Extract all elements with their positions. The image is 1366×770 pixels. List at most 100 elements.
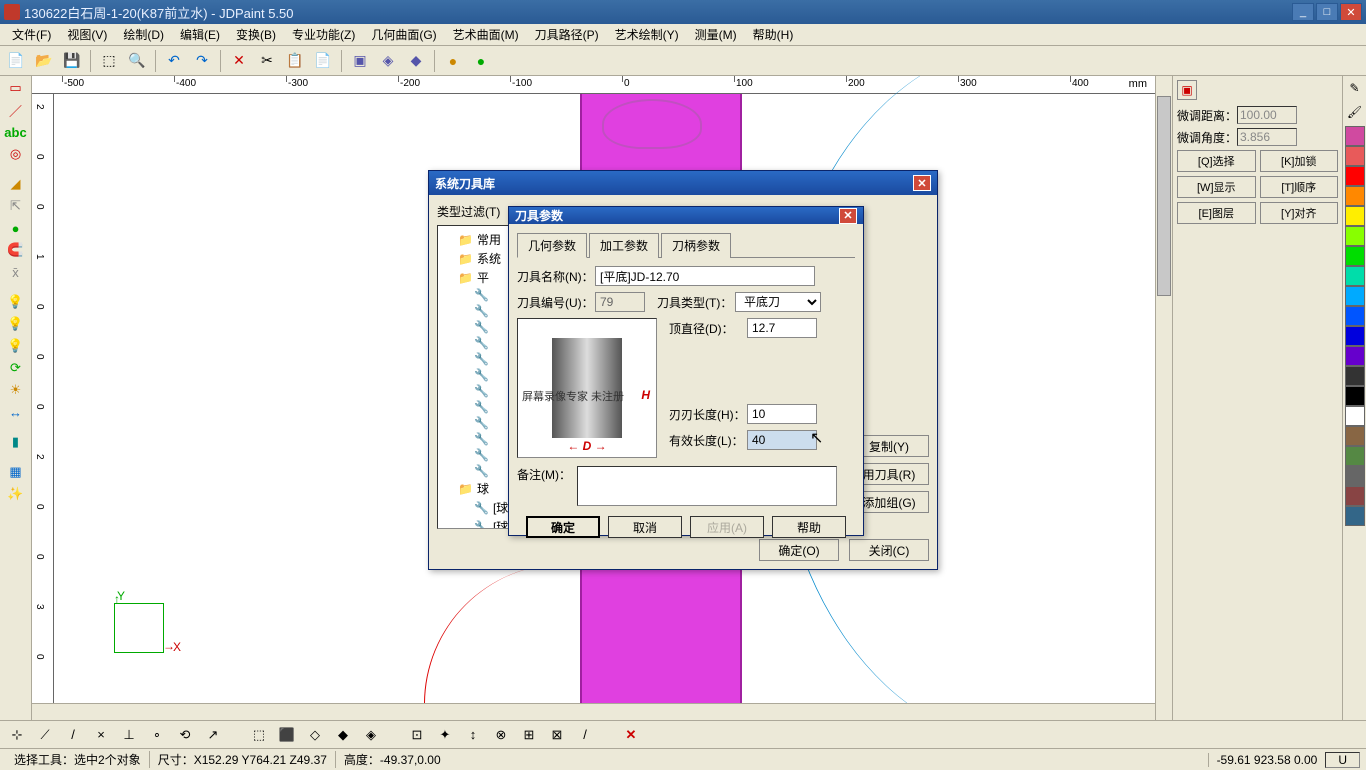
snap2-icon[interactable]: ⟋	[34, 724, 56, 746]
menu-item[interactable]: 艺术绘制(Y)	[607, 24, 687, 45]
tool-params-tab[interactable]: 刀柄参数	[661, 233, 731, 258]
horizontal-scrollbar[interactable]	[32, 703, 1155, 720]
mode3-icon[interactable]: ↕	[462, 724, 484, 746]
tool-num-input[interactable]	[595, 292, 645, 312]
eff-len-input[interactable]	[747, 430, 817, 450]
color-swatch[interactable]	[1345, 366, 1365, 386]
snap5-icon[interactable]: ⊥	[118, 724, 140, 746]
delete-button[interactable]: ✕	[227, 49, 251, 73]
zoom-button[interactable]: 🔍	[125, 49, 149, 73]
menu-item[interactable]: 视图(V)	[59, 24, 115, 45]
tool-name-input[interactable]	[595, 266, 815, 286]
menu-item[interactable]: 编辑(E)	[172, 24, 228, 45]
cube2-button[interactable]: ◈	[376, 49, 400, 73]
refresh-icon[interactable]: ⟳	[4, 358, 28, 378]
mode1-icon[interactable]: ⊡	[406, 724, 428, 746]
bulb3-icon[interactable]: 💡	[4, 336, 28, 356]
top-dia-input[interactable]	[747, 318, 817, 338]
osnap3-icon[interactable]: ◇	[304, 724, 326, 746]
close-button[interactable]: ✕	[1340, 3, 1362, 21]
remarks-input[interactable]	[577, 466, 837, 506]
osnap5-icon[interactable]: ◈	[360, 724, 382, 746]
color-swatch[interactable]	[1345, 486, 1365, 506]
snap8-icon[interactable]: ↗	[202, 724, 224, 746]
rpanel-button[interactable]: [T]顺序	[1260, 176, 1339, 198]
menu-item[interactable]: 绘制(D)	[115, 24, 172, 45]
text-tool-icon[interactable]: abc	[4, 122, 28, 142]
mode5-icon[interactable]: ⊞	[518, 724, 540, 746]
new-button[interactable]: 📄	[4, 49, 28, 73]
menu-item[interactable]: 刀具路径(P)	[527, 24, 607, 45]
save-button[interactable]: 💾	[60, 49, 84, 73]
color-swatch[interactable]	[1345, 406, 1365, 426]
scrollbar-thumb[interactable]	[1157, 96, 1171, 296]
rpanel-button[interactable]: [E]图层	[1177, 202, 1256, 224]
tool-params-titlebar[interactable]: 刀具参数 ✕	[509, 207, 863, 224]
mag-tool-icon[interactable]: 🧲	[4, 240, 28, 260]
rpanel-button[interactable]: [Q]选择	[1177, 150, 1256, 172]
menu-item[interactable]: 测量(M)	[687, 24, 745, 45]
bulb1-icon[interactable]: 💡	[4, 292, 28, 312]
undo-button[interactable]: ↶	[162, 49, 186, 73]
fill-tool-icon[interactable]: ◢	[4, 174, 28, 194]
color-swatch[interactable]	[1345, 226, 1365, 246]
rect-tool-icon[interactable]: ▭	[4, 78, 28, 98]
snap6-icon[interactable]: ∘	[146, 724, 168, 746]
rpanel-button[interactable]: [K]加锁	[1260, 150, 1339, 172]
rpanel-button[interactable]: [W]显示	[1177, 176, 1256, 198]
color-swatch[interactable]	[1345, 126, 1365, 146]
color-swatch[interactable]	[1345, 266, 1365, 286]
color-swatch[interactable]	[1345, 426, 1365, 446]
snap1-icon[interactable]: ⊹	[6, 724, 28, 746]
tool-library-close-button[interactable]: ✕	[913, 175, 931, 191]
tool-library-titlebar[interactable]: 系统刀具库 ✕	[429, 171, 937, 195]
paste-button[interactable]: 📄	[311, 49, 335, 73]
dim-tool-icon[interactable]: ⇱	[4, 196, 28, 216]
color-swatch[interactable]	[1345, 146, 1365, 166]
color-swatch[interactable]	[1345, 506, 1365, 526]
osnap1-icon[interactable]: ⬚	[248, 724, 270, 746]
light-icon[interactable]: ☀	[4, 380, 28, 400]
menu-item[interactable]: 艺术曲面(M)	[445, 24, 527, 45]
select-button[interactable]: ⬚	[97, 49, 121, 73]
cut-button[interactable]: ✂	[255, 49, 279, 73]
color-swatch[interactable]	[1345, 346, 1365, 366]
surf2-button[interactable]: ●	[469, 49, 493, 73]
spark-icon[interactable]: ✨	[4, 484, 28, 504]
tool-params-tab[interactable]: 几何参数	[517, 233, 587, 258]
tool-params-button[interactable]: 应用(A)	[690, 516, 764, 538]
maximize-button[interactable]: □	[1316, 3, 1338, 21]
mode7-icon[interactable]: /	[574, 724, 596, 746]
color-swatch[interactable]	[1345, 466, 1365, 486]
tool-params-close-button[interactable]: ✕	[839, 208, 857, 224]
color-swatch[interactable]	[1345, 386, 1365, 406]
color-swatch[interactable]	[1345, 206, 1365, 226]
color-swatch[interactable]	[1345, 166, 1365, 186]
open-button[interactable]: 📂	[32, 49, 56, 73]
color-swatch[interactable]	[1345, 306, 1365, 326]
rpanel-icon-1[interactable]: ▣	[1177, 80, 1197, 100]
pencil-icon[interactable]: ✎	[1345, 78, 1365, 98]
color-swatch[interactable]	[1345, 246, 1365, 266]
bulb2-icon[interactable]: 💡	[4, 314, 28, 334]
menu-item[interactable]: 专业功能(Z)	[284, 24, 363, 45]
edge-len-input[interactable]	[747, 404, 817, 424]
tool-params-button[interactable]: 取消	[608, 516, 682, 538]
rpanel-button[interactable]: [Y]对齐	[1260, 202, 1339, 224]
color-swatch[interactable]	[1345, 186, 1365, 206]
color-swatch[interactable]	[1345, 446, 1365, 466]
osnap4-icon[interactable]: ◆	[332, 724, 354, 746]
xtool-icon[interactable]: x̄	[4, 262, 28, 282]
menu-item[interactable]: 帮助(H)	[745, 24, 802, 45]
tool-type-select[interactable]: 平底刀	[735, 292, 821, 312]
angle-input[interactable]	[1237, 128, 1297, 146]
snap3-icon[interactable]: /	[62, 724, 84, 746]
tool-params-button[interactable]: 确定	[526, 516, 600, 538]
copy-button[interactable]: 📋	[283, 49, 307, 73]
snap4-icon[interactable]: ×	[90, 724, 112, 746]
cube3-button[interactable]: ◆	[404, 49, 428, 73]
cube-button[interactable]: ▣	[348, 49, 372, 73]
point-tool-icon[interactable]: ●	[4, 218, 28, 238]
move-icon[interactable]: ↔	[4, 402, 28, 422]
menu-item[interactable]: 几何曲面(G)	[363, 24, 444, 45]
